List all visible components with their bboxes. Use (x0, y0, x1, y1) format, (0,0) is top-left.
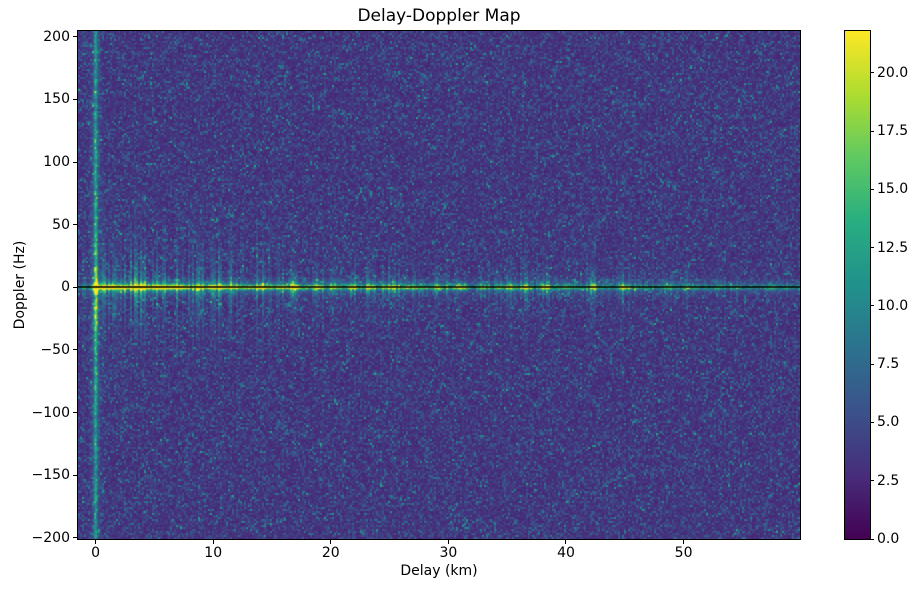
colorbar-tick-label: 0.0 (877, 531, 900, 547)
x-tick-mark (447, 540, 449, 544)
colorbar-tick-label: 17.5 (877, 123, 909, 140)
y-axis-label: Doppler (Hz) (12, 240, 28, 330)
colorbar-tick-mark (870, 130, 874, 132)
x-tick-mark (95, 540, 97, 544)
y-tick-mark (73, 224, 77, 226)
y-tick-mark (73, 474, 77, 476)
chart-title: Delay-Doppler Map (357, 6, 521, 26)
colorbar-tick-mark (870, 538, 874, 540)
y-tick-mark (73, 537, 77, 539)
x-tick-label: 20 (321, 545, 340, 561)
y-tick-mark (73, 349, 77, 351)
x-axis-label: Delay (km) (400, 563, 478, 579)
colorbar-tick-label: 12.5 (877, 239, 909, 256)
y-tick-label: 200 (43, 28, 70, 45)
y-tick-label: −100 (31, 404, 70, 421)
plot-area (77, 30, 801, 540)
x-tick-mark (565, 540, 567, 544)
colorbar-tick-mark (870, 480, 874, 482)
y-tick-label: −200 (31, 529, 70, 546)
x-tick-mark (212, 540, 214, 544)
x-tick-label: 0 (91, 545, 101, 561)
y-tick-label: 150 (43, 91, 70, 108)
x-tick-label: 10 (204, 545, 223, 561)
colorbar-tick-mark (870, 188, 874, 190)
y-tick-mark (73, 36, 77, 38)
heatmap-canvas (78, 31, 800, 539)
colorbar-tick-mark (870, 247, 874, 249)
colorbar-tick-mark (870, 421, 874, 423)
colorbar-tick-label: 7.5 (877, 356, 900, 373)
colorbar-tick-label: 20.0 (877, 64, 909, 81)
x-tick-label: 30 (439, 545, 458, 561)
colorbar-tick-mark (870, 72, 874, 74)
y-tick-mark (73, 161, 77, 163)
colorbar-tick-label: 5.0 (877, 414, 900, 431)
colorbar-tick-mark (870, 363, 874, 365)
x-tick-label: 50 (674, 545, 693, 561)
x-tick-mark (330, 540, 332, 544)
x-tick-label: 40 (557, 545, 575, 561)
colorbar-tick-label: 10.0 (877, 297, 909, 314)
y-tick-mark (73, 286, 77, 288)
x-tick-mark (683, 540, 685, 544)
y-tick-label: 50 (52, 216, 70, 233)
colorbar-tick-label: 15.0 (877, 181, 909, 198)
y-tick-mark (73, 412, 77, 413)
colorbar (844, 30, 871, 540)
colorbar-canvas (845, 31, 870, 539)
y-tick-label: −150 (31, 467, 70, 484)
colorbar-tick-mark (870, 305, 874, 307)
y-tick-label: 0 (61, 279, 70, 296)
y-tick-mark (73, 98, 77, 100)
y-tick-label: −50 (40, 341, 70, 358)
colorbar-tick-label: 2.5 (877, 472, 900, 489)
y-tick-label: 100 (43, 154, 70, 170)
